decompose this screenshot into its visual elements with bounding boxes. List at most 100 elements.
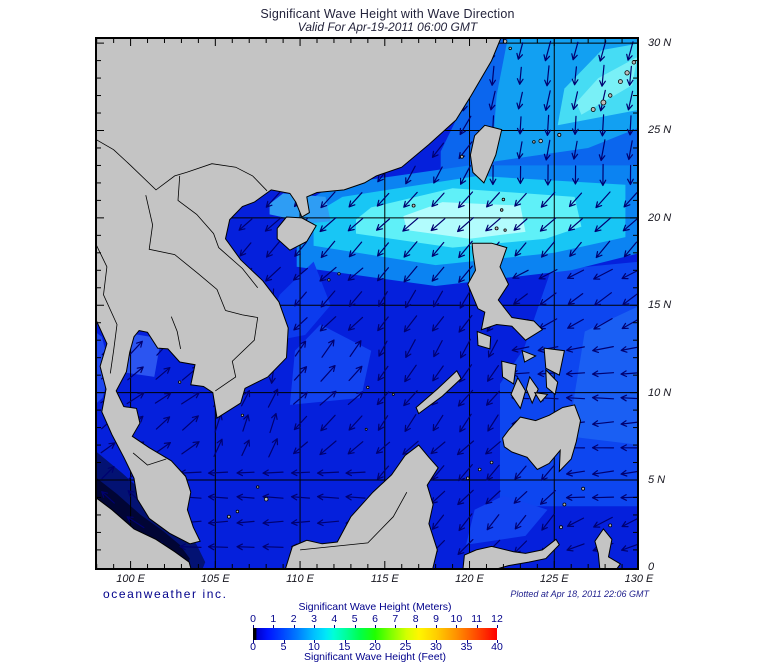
border-cambodia-laos: [225, 310, 258, 318]
legend-meters-tick: 8: [412, 613, 419, 625]
island-dot: [590, 107, 596, 112]
lon-tick-label: 105 E: [200, 573, 230, 585]
legend-tick-mark: [344, 640, 346, 643]
land-palawan: [415, 369, 462, 415]
island-dot: [256, 485, 260, 489]
island-dot: [391, 392, 395, 396]
border-laos-vietnam: [177, 175, 259, 289]
lon-tick-label: 120 E: [455, 573, 484, 585]
lon-tick-label: 115 E: [370, 573, 399, 585]
land-luzon: [467, 242, 544, 341]
oceanweather-credit: oceanweather inc.: [103, 587, 228, 601]
legend-tick-mark: [354, 625, 356, 628]
island-dot: [263, 497, 269, 502]
legend-feet-tick: 25: [399, 641, 412, 653]
legend-feet-tick: 0: [250, 641, 256, 653]
legend-meters-title: Significant Wave Height (Meters): [298, 601, 452, 613]
legend-colorbar: [253, 628, 497, 640]
map-frame: [95, 37, 639, 570]
legend-feet-tick: 20: [369, 641, 381, 653]
legend-tick-mark: [283, 640, 285, 643]
legend-feet-tick: 30: [430, 641, 442, 653]
wave-field-philippine-sea-light: [567, 305, 639, 445]
lon-tick-label: 100 E: [116, 573, 145, 585]
legend-meters-tick: 6: [372, 613, 378, 625]
border-myanmar-thailand: [95, 241, 118, 374]
legend-meters-tick: 1: [270, 613, 277, 625]
land-sulawesi: [462, 538, 560, 570]
lat-tick-label: 15 N: [648, 299, 672, 312]
legend-tick-mark: [334, 625, 336, 628]
legend-tick-mark: [497, 625, 498, 628]
island-dot: [240, 413, 244, 417]
land-samar: [543, 347, 566, 376]
legend-tick-mark: [273, 625, 275, 628]
legend-meters-tick: 11: [471, 613, 483, 625]
legend-tick-mark: [314, 640, 315, 643]
land-hainan: [276, 216, 317, 251]
land-mindoro: [476, 330, 492, 350]
lat-tick-label: 10 N: [648, 386, 672, 399]
legend-tick-mark: [253, 625, 254, 628]
island-dot: [624, 70, 630, 76]
land-cebu: [525, 375, 539, 405]
legend-meters-tick: 7: [392, 613, 399, 625]
lon-tick-label: 130 E: [624, 573, 654, 585]
island-dot: [226, 514, 231, 519]
island-dot: [559, 525, 563, 530]
island-dot: [178, 380, 182, 384]
island-dot: [608, 93, 613, 98]
land-sumatra: [95, 496, 192, 570]
legend-tick-mark: [375, 625, 376, 628]
land-mindanao: [502, 404, 582, 473]
island-dot: [465, 476, 470, 481]
lon-tick-label: 110 E: [286, 573, 315, 585]
lon-tick-label: 125 E: [539, 573, 569, 585]
land-bohol: [533, 391, 549, 404]
island-dot: [494, 226, 499, 231]
land-negros: [510, 376, 527, 410]
land-panay: [501, 360, 517, 385]
legend-tick-mark: [253, 640, 254, 643]
legend-tick-mark: [293, 625, 295, 628]
island-dot: [608, 523, 613, 528]
land-mainland-asia: [95, 37, 502, 545]
island-dot: [500, 208, 504, 212]
island-dot: [411, 203, 416, 208]
legend-tick-mark: [395, 625, 397, 628]
island-dot: [532, 140, 536, 144]
legend-tick-mark: [436, 640, 437, 643]
land-layer: [95, 37, 637, 570]
lat-tick-label: 25 N: [648, 124, 672, 137]
island-dot: [489, 460, 494, 465]
legend-feet-title: Significant Wave Height (Feet): [303, 651, 446, 663]
legend-tick-mark: [405, 640, 407, 643]
legend-tick-mark: [476, 625, 478, 628]
border-laos-thailand: [145, 195, 226, 311]
island-dot: [503, 228, 507, 232]
border-thailand-cambodia: [170, 316, 181, 349]
border-malaysia-thailand: [132, 452, 167, 466]
legend-tick-mark: [314, 625, 315, 628]
wave-field-ne-pacific-cyan-core: [576, 57, 638, 115]
border-china-sw-border: [95, 138, 268, 192]
legend-feet-tick: 5: [280, 641, 287, 653]
legend-feet-tick: 40: [491, 641, 503, 653]
wave-field-scs-eddy: [289, 324, 372, 405]
island-dot: [600, 99, 607, 106]
legend-feet-tick: 35: [460, 641, 473, 653]
island-dot: [364, 427, 368, 431]
land-leyte: [545, 368, 559, 396]
border-cambodia-vietnam: [215, 317, 259, 392]
legend-meters-tick: 12: [491, 613, 503, 625]
legend-tick-mark: [375, 640, 376, 643]
chart-title: Significant Wave Height with Wave Direct…: [260, 7, 515, 21]
land-taiwan: [469, 124, 503, 184]
lat-tick-label: 20 N: [648, 211, 672, 224]
wave-map: [95, 37, 639, 570]
island-dot: [581, 486, 586, 491]
island-dot: [477, 467, 482, 472]
island-dot: [366, 385, 370, 389]
border-borneo-border: [300, 492, 408, 551]
